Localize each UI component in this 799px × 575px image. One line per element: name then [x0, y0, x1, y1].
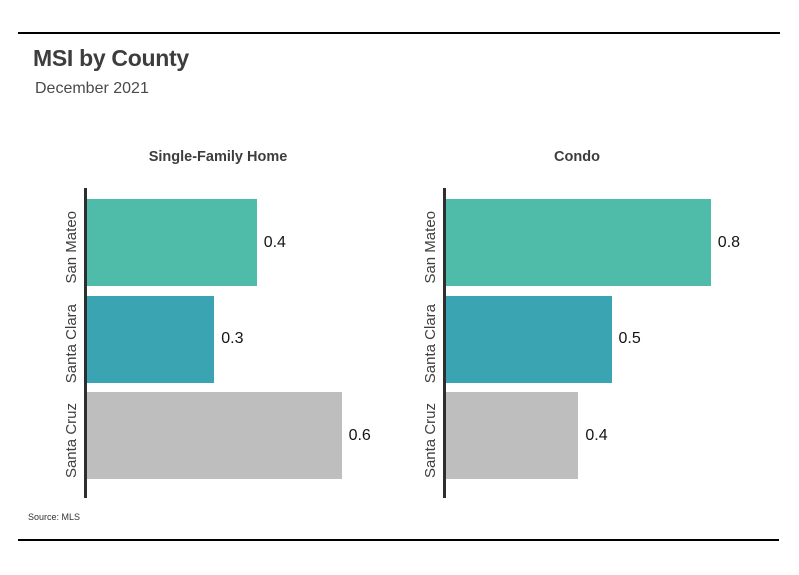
category-axis: San Mateo Santa Clara Santa Cruz: [54, 188, 84, 498]
value-label: 0.5: [618, 330, 641, 348]
bars-area: 0.4 0.3 0.6: [84, 188, 384, 498]
category-tick: Santa Clara: [413, 296, 443, 393]
category-label: Santa Clara: [422, 304, 439, 384]
value-label: 0.6: [348, 426, 371, 444]
category-label: San Mateo: [63, 211, 80, 284]
bar: [87, 392, 342, 480]
category-label: Santa Cruz: [63, 402, 80, 478]
value-label: 0.4: [263, 233, 286, 251]
bar: [87, 295, 215, 383]
bar-row: 0.4: [87, 199, 384, 296]
bars-area: 0.8 0.5 0.4: [443, 188, 777, 498]
value-label: 0.3: [221, 330, 244, 348]
bar: [446, 392, 579, 480]
panel-condo: Condo San Mateo Santa Clara Santa Cruz 0.8…: [413, 147, 777, 498]
category-tick: Santa Clara: [54, 296, 84, 393]
category-label: San Mateo: [422, 211, 439, 284]
bar: [87, 199, 257, 286]
bar-row: 0.6: [87, 392, 384, 489]
panel-title: Condo: [554, 149, 600, 165]
category-axis: San Mateo Santa Clara Santa Cruz: [413, 188, 443, 498]
value-label: 0.4: [585, 426, 608, 444]
category-tick: Santa Cruz: [413, 392, 443, 489]
chart-subtitle: December 2021: [35, 80, 149, 97]
bar-row: 0.5: [446, 295, 777, 393]
category-tick: San Mateo: [413, 199, 443, 296]
bar: [446, 295, 612, 383]
category-tick: Santa Cruz: [54, 392, 84, 489]
plot-area: San Mateo Santa Clara Santa Cruz 0.4 0.3 0.6: [54, 188, 384, 498]
bar-row: 0.8: [446, 199, 777, 296]
panel-title: Single-Family Home: [148, 149, 288, 165]
top-divider: [18, 32, 780, 34]
plot-area: San Mateo Santa Clara Santa Cruz 0.8 0.5 0.4: [413, 188, 777, 498]
category-tick: San Mateo: [54, 199, 84, 296]
bar: [446, 199, 711, 286]
bottom-divider: [18, 539, 779, 541]
chart-title: MSI by County: [33, 45, 189, 71]
category-label: Santa Clara: [63, 304, 80, 384]
panel-single-family-home: Single-Family Home San Mateo Santa Clara S…: [54, 147, 384, 498]
value-label: 0.8: [717, 233, 741, 251]
category-label: Santa Cruz: [422, 402, 439, 478]
bar-row: 0.4: [446, 392, 777, 489]
source-note: Source: MLS: [28, 512, 81, 522]
bar-row: 0.3: [87, 295, 384, 393]
